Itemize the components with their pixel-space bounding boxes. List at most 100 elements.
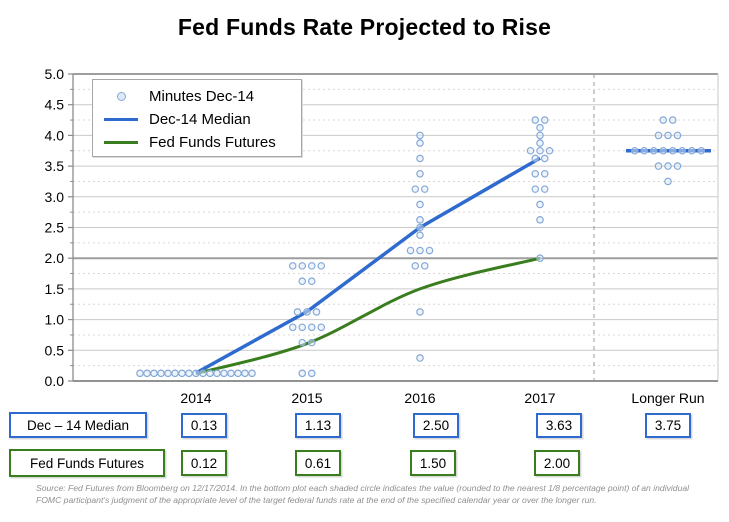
minutes-dot — [664, 131, 672, 140]
minutes-dot — [307, 369, 316, 378]
minutes-dot — [317, 323, 326, 332]
minutes-dot — [654, 162, 663, 170]
minutes-dot — [312, 308, 321, 316]
minutes-dot — [545, 146, 554, 155]
minutes-dot — [654, 131, 663, 140]
minutes-dot — [664, 162, 672, 170]
minutes-dot — [673, 162, 682, 170]
minutes-dot — [416, 139, 424, 147]
futures-row-label: Fed Funds Futures — [9, 449, 165, 477]
minutes-dot — [248, 369, 256, 378]
minutes-dot — [416, 223, 424, 232]
futures-2017-value: 2.00 — [534, 450, 580, 476]
minutes-dot — [540, 169, 549, 178]
y-tick-label: 0.0 — [45, 373, 65, 389]
y-tick-label: 3.0 — [45, 189, 65, 205]
minutes-dot — [234, 369, 242, 378]
minutes-dot — [307, 338, 316, 347]
x-label-longer-run: Longer Run — [631, 390, 705, 406]
minutes-dot — [157, 369, 165, 378]
minutes-dot — [416, 200, 424, 209]
minutes-dot — [293, 308, 302, 316]
x-label-2016: 2016 — [404, 390, 436, 406]
minutes-dot — [416, 231, 424, 239]
y-tick-label: 5.0 — [45, 66, 65, 82]
minutes-dot — [536, 254, 544, 263]
minutes-dot — [199, 369, 207, 378]
x-label-2017: 2017 — [524, 390, 556, 406]
minutes-dot — [185, 369, 193, 378]
minutes-dot — [536, 146, 544, 155]
minutes-dot — [536, 123, 544, 132]
minutes-dot — [288, 262, 297, 270]
futures-2016-value: 1.50 — [410, 450, 456, 476]
y-tick-label: 4.5 — [45, 97, 65, 113]
minutes-dot — [678, 146, 687, 155]
minutes-dot — [227, 369, 235, 378]
minutes-dot — [317, 262, 326, 270]
chart-title: Fed Funds Rate Projected to Rise — [177, 14, 552, 40]
minutes-dot — [178, 369, 186, 378]
minutes-dot — [136, 369, 144, 378]
minutes-dot — [416, 131, 424, 140]
minutes-dot — [697, 146, 706, 155]
minutes-dot — [531, 116, 540, 124]
minutes-dot — [668, 116, 677, 124]
x-label-2014: 2014 — [180, 390, 212, 406]
minutes-dot — [150, 369, 158, 378]
minutes-dot — [536, 131, 544, 140]
minutes-dot — [298, 262, 307, 270]
median-2015-value: 1.13 — [295, 413, 341, 438]
minutes-dot — [531, 154, 540, 163]
minutes-dot — [420, 262, 429, 270]
minutes-dot — [540, 116, 549, 124]
minutes-dot — [416, 246, 424, 255]
minutes-dot — [213, 369, 221, 378]
legend-label: Minutes Dec-14 — [149, 87, 255, 105]
legend: Minutes Dec-14 Dec-14 Median Fed Funds F… — [92, 79, 302, 157]
y-tick-label: 0.5 — [45, 342, 65, 358]
y-tick-label: 1.5 — [45, 281, 65, 297]
minutes-dot — [298, 323, 307, 332]
source-note: Source: Fed Futures from Bloomberg on 12… — [36, 483, 690, 505]
minutes-dot — [640, 146, 649, 155]
legend-label: Fed Funds Futures — [149, 133, 276, 151]
minutes-dot — [649, 146, 658, 155]
y-tick-label: 2.0 — [45, 250, 65, 266]
minutes-dot — [206, 369, 214, 378]
minutes-dot — [540, 185, 549, 193]
minutes-dot — [531, 169, 540, 178]
minutes-dot — [540, 154, 549, 163]
median-line — [195, 156, 541, 375]
minutes-dot — [406, 246, 415, 255]
minutes-dot — [531, 185, 540, 193]
y-tick-label: 2.5 — [45, 220, 65, 236]
y-tick-label: 4.0 — [45, 127, 65, 143]
futures-2014-value: 0.12 — [181, 450, 227, 476]
minutes-dot — [307, 323, 316, 332]
minutes-dot — [659, 116, 668, 124]
minutes-dot — [630, 146, 639, 155]
minutes-dot — [659, 146, 668, 155]
y-tick-label: 1.0 — [45, 312, 65, 328]
minutes-dot — [171, 369, 179, 378]
y-tick-label: 3.5 — [45, 158, 65, 174]
legend-item-median: Dec-14 Median — [93, 107, 301, 131]
median-line-icon — [104, 117, 138, 121]
minutes-dot — [164, 369, 172, 378]
minutes-dot — [416, 216, 424, 224]
median-2014-value: 0.13 — [181, 413, 227, 438]
minutes-dot-icon — [116, 91, 126, 101]
median-2016-value: 2.50 — [413, 413, 459, 438]
median-2017-value: 3.63 — [536, 413, 582, 438]
minutes-dot — [536, 139, 544, 147]
minutes-dot — [687, 146, 696, 155]
minutes-dot — [298, 369, 307, 378]
minutes-dot — [303, 308, 311, 316]
minutes-dot — [416, 154, 424, 163]
minutes-dot — [420, 185, 429, 193]
minutes-dot — [288, 323, 297, 332]
minutes-dot — [411, 262, 420, 270]
minutes-dot — [526, 146, 535, 155]
